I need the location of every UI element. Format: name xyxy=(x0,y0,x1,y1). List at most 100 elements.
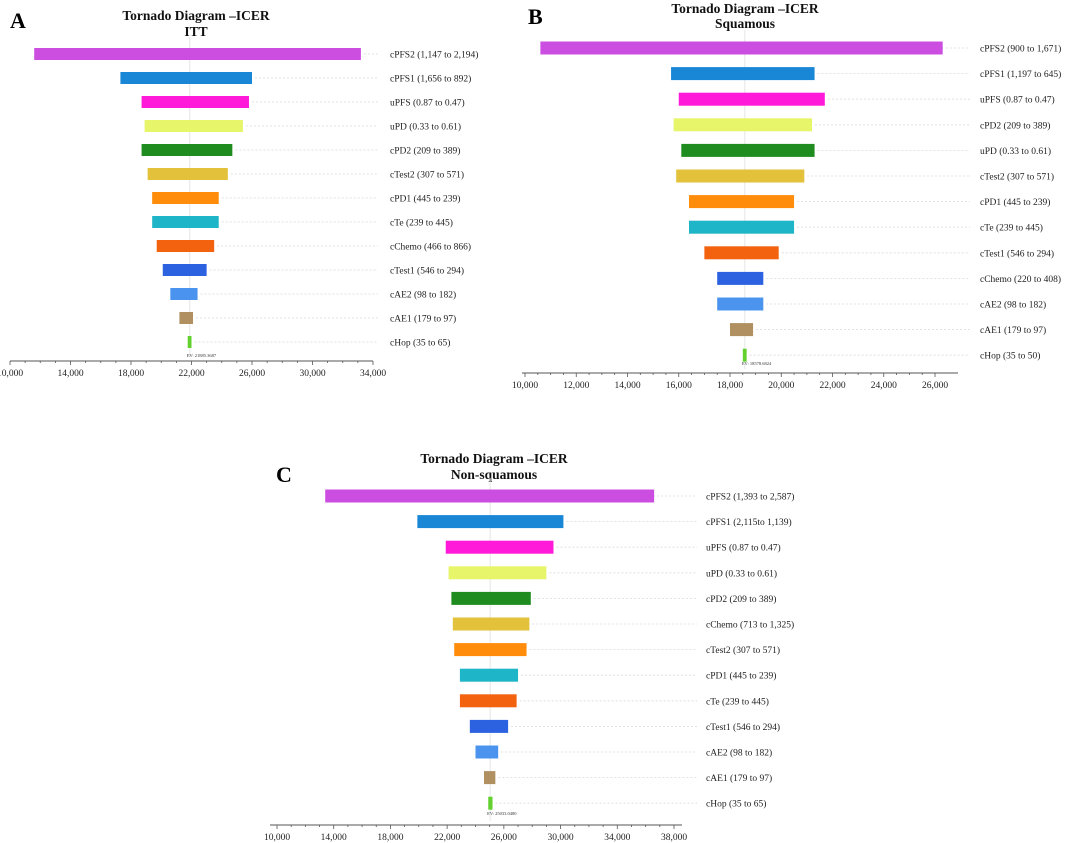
tornado-bar xyxy=(452,617,530,631)
bar-label: cPFS2 (900 to 1,671) xyxy=(980,44,1061,55)
tornado-bar xyxy=(469,719,509,733)
tornado-bar xyxy=(671,67,815,81)
bar-label: cHop (35 to 50) xyxy=(980,351,1040,362)
ev-label: EV: 25033.0480 xyxy=(487,811,517,816)
tornado-bar xyxy=(730,323,754,337)
tornado-bar xyxy=(141,144,233,156)
bar-label: cPD1 (445 to 239) xyxy=(390,194,460,205)
tick-label: 34,000 xyxy=(360,369,386,379)
tick-label: 30,000 xyxy=(548,833,574,843)
tick-label: 26,000 xyxy=(922,381,948,391)
bar-label: cHop (35 to 65) xyxy=(706,799,766,810)
tornado-bar xyxy=(170,288,198,300)
ev-label: EV: 21885.3687 xyxy=(187,353,217,358)
bar-label: cPD1 (445 to 239) xyxy=(980,197,1050,208)
tornado-bar xyxy=(459,668,519,682)
panel-c: C Tornado Diagram –ICER Non-squamous cPF… xyxy=(264,451,794,843)
bar-label: cChemo (713 to 1,325) xyxy=(706,620,794,631)
bar-label: cAE2 (98 to 182) xyxy=(706,748,772,759)
tick-label: 20,000 xyxy=(768,381,794,391)
bar-label: uPFS (0.87 to 0.47) xyxy=(980,95,1055,106)
tornado-bar xyxy=(484,771,496,785)
chart-title: Tornado Diagram –ICER xyxy=(671,1,819,16)
tick-label: 14,000 xyxy=(321,833,347,843)
panel-b: B Tornado Diagram –ICER Squamous cPFS2 (… xyxy=(512,1,1061,391)
bar-label: cAE2 (98 to 182) xyxy=(390,290,456,301)
tornado-bar xyxy=(179,312,194,324)
bar-label: cPFS2 (1,393 to 2,587) xyxy=(706,492,794,503)
bar-label: cTe (239 to 445) xyxy=(390,218,453,229)
tick-label: 38,000 xyxy=(661,833,687,843)
bar-label: cPD2 (209 to 389) xyxy=(980,120,1050,131)
tornado-bar xyxy=(147,168,228,180)
tornado-bar xyxy=(681,143,815,157)
tick-label: 18,000 xyxy=(717,381,743,391)
tornado-bar xyxy=(717,271,764,285)
row-labels: cPFS2 (1,147 to 2,194) cPFS1 (1,656 to 89… xyxy=(390,50,478,349)
bar-label: cTe (239 to 445) xyxy=(980,223,1043,234)
tick-label: 22,000 xyxy=(434,833,460,843)
ev-label: EV: 18578.6824 xyxy=(742,361,772,366)
bars xyxy=(325,489,655,810)
bar-label: cPFS1 (2,115to 1,139) xyxy=(706,517,792,528)
chart-title: Tornado Diagram –ICER xyxy=(420,451,568,466)
tornado-bar xyxy=(689,220,795,234)
x-axis: 10,000 14,000 18,000 22,000 26,000 30,000 34,0… xyxy=(0,360,386,379)
bar-label: uPFS (0.87 to 0.47) xyxy=(390,98,465,109)
tick-label: 10,000 xyxy=(0,369,23,379)
bar-label: cTest1 (546 to 294) xyxy=(706,722,780,733)
tick-label: 24,000 xyxy=(871,381,897,391)
bar-label: cAE1 (179 to 97) xyxy=(390,314,456,325)
bar-label: cPD2 (209 to 389) xyxy=(390,146,460,157)
bar-label: cTest2 (307 to 571) xyxy=(706,645,780,656)
tornado-bar xyxy=(451,591,531,605)
bar-label: uPD (0.33 to 0.61) xyxy=(706,568,777,579)
tornado-bar xyxy=(488,796,493,810)
chart-subtitle: Squamous xyxy=(715,16,775,31)
tornado-bar xyxy=(717,297,764,311)
tornado-bar xyxy=(187,336,192,348)
tornado-bar xyxy=(325,489,655,503)
bar-label: uPD (0.33 to 0.61) xyxy=(980,146,1051,157)
panel-letter: B xyxy=(528,4,543,29)
tick-label: 26,000 xyxy=(239,369,265,379)
bar-label: cPFS1 (1,656 to 892) xyxy=(390,74,471,85)
tornado-bar xyxy=(144,120,243,132)
tick-label: 34,000 xyxy=(604,833,630,843)
tornado-bar xyxy=(454,643,527,657)
tornado-bar xyxy=(673,118,812,132)
tornado-bar xyxy=(689,195,795,209)
chart-title: Tornado Diagram –ICER xyxy=(122,8,270,23)
bar-label: cPFS2 (1,147 to 2,194) xyxy=(390,50,478,61)
panel-a: A Tornado Diagram –ICER ITT cPFS2 (1,147… xyxy=(0,8,478,379)
tornado-bar xyxy=(704,246,779,260)
bars xyxy=(540,41,943,362)
tick-label: 10,000 xyxy=(512,381,538,391)
gridlines xyxy=(189,37,378,357)
bar-label: cTest1 (546 to 294) xyxy=(980,248,1054,259)
tornado-bar xyxy=(475,745,499,759)
panel-letter: A xyxy=(10,8,26,33)
tick-label: 30,000 xyxy=(299,369,325,379)
bar-label: cTest1 (546 to 294) xyxy=(390,266,464,277)
tornado-bar xyxy=(676,169,805,183)
bar-label: cPD2 (209 to 389) xyxy=(706,594,776,605)
row-labels: cPFS2 (1,393 to 2,587) cPFS1 (2,115to 1,1… xyxy=(706,492,794,810)
bar-label: cAE2 (98 to 182) xyxy=(980,300,1046,311)
tick-label: 16,000 xyxy=(666,381,692,391)
x-axis: 10,000 12,000 14,000 16,000 18,000 20,000 22,0… xyxy=(512,372,958,391)
tornado-bar xyxy=(120,72,252,84)
panel-letter: C xyxy=(276,462,292,487)
bar-label: uPFS (0.87 to 0.47) xyxy=(706,543,781,554)
tick-label: 22,000 xyxy=(178,369,204,379)
tornado-bar xyxy=(540,41,943,55)
bar-label: cAE1 (179 to 97) xyxy=(980,325,1046,336)
chart-subtitle: Non-squamous xyxy=(451,467,537,482)
tornado-bar xyxy=(417,515,564,529)
tornado-bar xyxy=(459,694,517,708)
bar-label: cChemo (220 to 408) xyxy=(980,274,1061,285)
bars xyxy=(34,48,361,348)
tornado-bar xyxy=(34,48,361,60)
bar-label: cHop (35 to 65) xyxy=(390,338,450,349)
